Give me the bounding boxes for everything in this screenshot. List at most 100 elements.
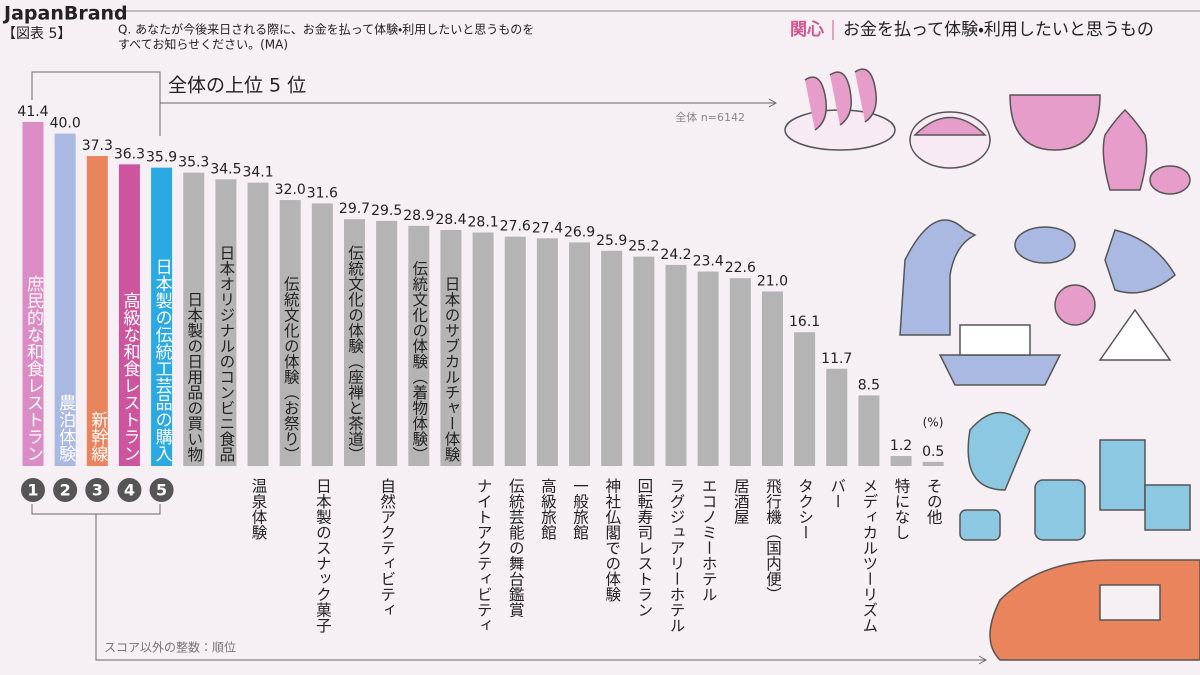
category-label: 神社仏閣での体験 <box>603 478 621 603</box>
bar <box>665 264 687 466</box>
category-label: ナイトアクティビティ <box>475 478 493 633</box>
category-label: 日本のサブカルチャー体験 <box>442 276 460 462</box>
value-label: 32.0 <box>275 182 306 198</box>
sample-note: 全体 n=6142 <box>675 110 745 124</box>
category-label: 伝統文化の体験（お祭り） <box>282 276 300 462</box>
bar <box>890 456 912 466</box>
value-label: 37.3 <box>82 138 113 154</box>
value-label: 28.4 <box>435 212 466 228</box>
value-label: 36.3 <box>114 146 145 162</box>
bar <box>247 182 269 466</box>
value-label: 35.9 <box>146 150 177 166</box>
value-label: 16.1 <box>789 314 820 330</box>
bar <box>569 242 591 466</box>
top-bracket <box>31 71 161 136</box>
bar <box>794 332 816 466</box>
category-label: ラグジュアリーホテル <box>668 478 686 633</box>
illustrations <box>784 68 1200 661</box>
value-label: 1.2 <box>890 438 912 454</box>
value-label: 22.6 <box>725 260 756 276</box>
bar <box>761 291 783 466</box>
rank-number: 5 <box>156 481 167 500</box>
bottom-bracket <box>31 504 985 661</box>
category-label: メディカルツーリズム <box>860 478 878 633</box>
category-label: バー <box>828 478 846 509</box>
bar <box>86 156 108 467</box>
bar <box>536 238 558 466</box>
bar <box>22 121 44 466</box>
value-label: 29.7 <box>339 201 370 217</box>
value-label: 25.2 <box>628 239 659 255</box>
value-label: 27.4 <box>532 220 563 236</box>
value-label: 11.7 <box>821 351 852 367</box>
rank-badge <box>149 478 174 502</box>
category-label: 温泉体験 <box>250 478 268 541</box>
bar <box>922 461 944 466</box>
rank-number: 3 <box>92 481 103 500</box>
category-label: 回転寿司レストラン <box>635 478 653 618</box>
value-label: 28.9 <box>403 208 434 224</box>
bar <box>440 229 462 466</box>
category-label: 日本オリジナルのコンビニ食品 <box>217 245 235 462</box>
top-note: 全体の上位 5 位 <box>168 75 306 97</box>
value-label: 23.4 <box>693 254 724 270</box>
rank-number: 1 <box>27 481 38 500</box>
value-label: 8.5 <box>858 377 880 393</box>
value-label: 24.2 <box>660 247 691 263</box>
rank-note: スコア以外の整数：順位 <box>104 640 236 655</box>
rank-badge <box>117 478 142 502</box>
category-label: 居酒屋 <box>732 478 750 525</box>
category-label: 日本製のスナック菓子 <box>314 478 332 634</box>
category-label: 一般旅館 <box>571 478 589 540</box>
category-label: 自然アクティビティ <box>378 478 396 618</box>
value-label: 21.0 <box>757 273 788 289</box>
question-line: すべてお知らせください。(MA) <box>118 38 288 52</box>
value-label: 31.6 <box>307 185 338 201</box>
category-label: 高級な和食レストラン <box>119 292 140 462</box>
bar <box>729 278 751 466</box>
bar <box>215 179 237 466</box>
rank-badge <box>53 478 78 502</box>
brand: JapanBrand <box>2 3 128 25</box>
unit-label: (%) <box>923 416 944 430</box>
chart-title: お金を払って体験・利用したいと思うもの <box>843 20 1154 40</box>
rank-badge <box>85 478 110 502</box>
category-label: 農泊体験 <box>55 394 76 462</box>
bar <box>601 250 623 466</box>
category-label: 伝統文化の体験（座禅と茶道） <box>346 245 364 462</box>
bar <box>151 167 173 466</box>
bar <box>858 395 880 466</box>
value-label: 0.5 <box>922 444 944 460</box>
arrow-head <box>768 98 778 108</box>
value-label: 34.1 <box>242 165 273 181</box>
value-label: 34.5 <box>210 161 241 177</box>
category-label: 高級旅館 <box>539 478 557 541</box>
category-label: 庶民的な和食レストラン <box>23 275 44 462</box>
bar <box>311 203 333 467</box>
value-label: 27.6 <box>500 219 531 235</box>
rank-number: 4 <box>124 481 135 500</box>
bar <box>376 220 398 466</box>
category-label: 飛行機（国内便） <box>764 478 782 602</box>
value-label: 25.9 <box>596 233 627 249</box>
category-label: 特になし <box>893 478 911 540</box>
bar <box>279 200 301 466</box>
category-label: エコノミーホテル <box>700 478 718 602</box>
bar <box>183 172 205 467</box>
figure-label: 【図表 5】 <box>2 26 71 42</box>
value-label: 26.9 <box>564 224 595 240</box>
rank-badge <box>21 478 45 502</box>
category-label: 日本製の日用品の買い物 <box>185 292 203 464</box>
bar <box>344 219 365 466</box>
category-label: 日本製の伝統工芸品の購入 <box>152 258 173 462</box>
value-label: 28.1 <box>468 214 499 230</box>
category-label: 伝統文化の体験（着物体験） <box>410 260 428 462</box>
bar <box>408 225 430 466</box>
bar <box>472 232 494 466</box>
value-label: 41.4 <box>17 104 48 120</box>
bar <box>118 164 140 467</box>
bar <box>826 368 848 466</box>
title-tag: 関心 <box>790 19 824 40</box>
question-line: Q. あなたが今後来日される際に、お金を払って体験・利用したいと思うものを <box>118 22 534 37</box>
